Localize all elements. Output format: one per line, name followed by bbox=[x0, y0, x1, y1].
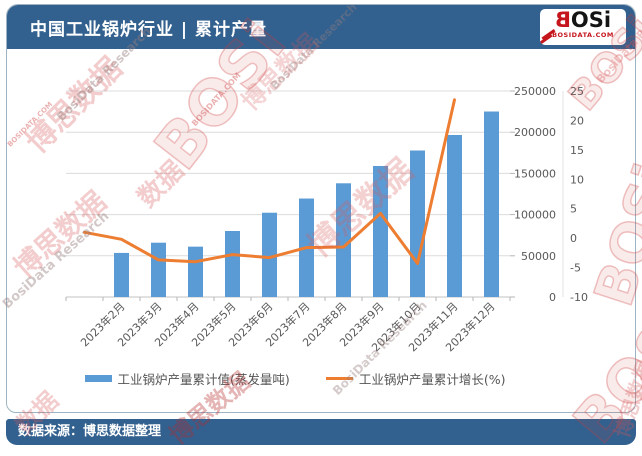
header-bar: 中国工业锅炉行业 | 累计产量 BOSi BOSIDATA.COM bbox=[7, 5, 635, 49]
percent-axis-label: 5 bbox=[570, 203, 577, 216]
percent-axis-label: -5 bbox=[570, 262, 581, 275]
bar-2023年2月 bbox=[114, 252, 129, 297]
bar-2023年3月 bbox=[151, 242, 166, 297]
percent-axis-label: 15 bbox=[570, 144, 584, 157]
bar-2023年11月 bbox=[447, 135, 462, 297]
legend-item-line: 工业锅炉产量累计增长(%) bbox=[325, 369, 506, 388]
line-series-swatch-icon bbox=[325, 377, 353, 380]
value-axis-label: 50000 bbox=[521, 250, 556, 263]
legend-item-bar: 工业锅炉产量累计值(蒸发量吨) bbox=[84, 369, 290, 388]
legend-line-label: 工业锅炉产量累计增长(%) bbox=[358, 372, 506, 387]
bar-2023年5月 bbox=[225, 230, 240, 297]
percent-axis-label: 25 bbox=[570, 85, 584, 98]
percent-axis-label: -10 bbox=[570, 291, 588, 304]
value-axis-label: 100000 bbox=[514, 209, 556, 222]
bar-2023年6月 bbox=[262, 212, 277, 297]
growth-line bbox=[83, 98, 456, 265]
legend-bar-label: 工业锅炉产量累计值(蒸发量吨) bbox=[117, 372, 290, 387]
bosi-logo-text: BOSi bbox=[540, 9, 626, 32]
chart-legend: 工业锅炉产量累计值(蒸发量吨) 工业锅炉产量累计增长(%) bbox=[66, 369, 524, 388]
bar-2023年12月 bbox=[484, 111, 499, 297]
footer-bar: 数据来源：博思数据整理 bbox=[6, 419, 636, 445]
bosi-logo: BOSi BOSIDATA.COM bbox=[540, 9, 626, 45]
percent-axis-label: 20 bbox=[570, 114, 584, 127]
bar-2023年8月 bbox=[336, 183, 351, 297]
page-title: 中国工业锅炉行业 | 累计产量 bbox=[30, 19, 268, 40]
value-axis-label: 250000 bbox=[514, 85, 556, 98]
data-source-text: 数据来源：博思数据整理 bbox=[18, 424, 162, 439]
bosi-logo-domain: BOSIDATA.COM bbox=[552, 31, 614, 39]
value-axis-label: 200000 bbox=[514, 126, 556, 139]
bar-2023年9月 bbox=[373, 165, 388, 297]
percent-axis-label: 10 bbox=[570, 173, 584, 186]
value-axis-label: 0 bbox=[549, 291, 556, 304]
chart-card: 中国工业锅炉行业 | 累计产量 BOSi BOSIDATA.COM bbox=[6, 4, 636, 413]
bar-series-swatch-icon bbox=[84, 375, 112, 382]
bar-2023年4月 bbox=[188, 246, 203, 297]
logo-letters-osi: OSi bbox=[570, 9, 612, 32]
percent-axis-label: 0 bbox=[570, 232, 577, 245]
value-axis-label: 150000 bbox=[514, 167, 556, 180]
bar-2023年10月 bbox=[410, 150, 425, 297]
